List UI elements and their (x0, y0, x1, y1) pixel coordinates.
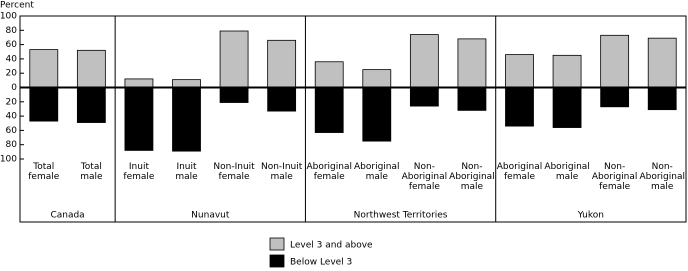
bar (172, 79, 201, 88)
bar (552, 87, 582, 128)
y-tick-label: 40 (6, 54, 18, 64)
y-axis-label: Percent (0, 1, 34, 11)
legend-swatch (269, 237, 285, 251)
x-tick-label: Non-Inuit female (213, 162, 255, 182)
x-tick-label: Aboriginal male (354, 162, 400, 182)
legend-label: Below Level 3 (290, 258, 352, 268)
group-label: Nunavut (191, 211, 230, 221)
bar (29, 87, 59, 122)
x-tick-label: Aboriginal female (306, 162, 352, 182)
frame (19, 15, 687, 223)
x-tick-label: Total male (80, 162, 103, 182)
y-tick-label: 20 (6, 69, 18, 79)
bar (362, 87, 392, 142)
bar (552, 54, 582, 88)
bar (124, 78, 154, 88)
x-tick-label: Aboriginal male (544, 162, 590, 182)
bar (362, 69, 392, 88)
y-tick-label: 60 (6, 40, 18, 50)
bar (124, 87, 154, 151)
group-label: Northwest Territories (354, 211, 448, 221)
bar (76, 49, 106, 88)
bar (314, 61, 344, 88)
bar (647, 87, 677, 111)
bar (172, 87, 201, 152)
legend-swatch (269, 254, 285, 268)
y-tick-label: 40 (6, 112, 18, 122)
group-label: Canada (50, 211, 84, 221)
bar (600, 34, 630, 88)
x-tick-label: Non-Aboriginal male (639, 162, 685, 192)
y-tick-label: 0 (11, 83, 17, 93)
bar (505, 87, 534, 127)
y-tick-label: 100 (0, 155, 17, 165)
y-tick-label: 20 (6, 97, 18, 107)
x-tick-label: Non-Aboriginal female (592, 162, 638, 192)
bar (219, 87, 249, 103)
bar (409, 34, 439, 88)
x-tick-label: Inuit female (123, 162, 154, 182)
bar (314, 87, 344, 133)
x-tick-label: Non-Aboriginal male (449, 162, 495, 192)
bar (219, 30, 249, 88)
bar (647, 37, 677, 88)
x-tick-label: Non-Inuit male (261, 162, 303, 182)
x-tick-label: Total female (28, 162, 59, 182)
bar (457, 38, 487, 88)
x-tick-label: Inuit male (175, 162, 198, 182)
bar (409, 87, 439, 107)
legend-label: Level 3 and above (290, 241, 373, 251)
group-label: Yukon (577, 211, 604, 221)
y-tick-label: 80 (6, 140, 18, 150)
bar (76, 87, 106, 123)
bar (505, 54, 534, 88)
bar (600, 87, 630, 108)
y-tick-label: 80 (6, 26, 18, 36)
bar (457, 87, 487, 111)
bar (267, 39, 297, 88)
bar (29, 49, 59, 88)
y-tick-label: 100 (0, 12, 17, 22)
y-tick-label: 60 (6, 126, 18, 136)
x-tick-label: Aboriginal female (497, 162, 543, 182)
x-tick-label: Non-Aboriginal female (402, 162, 448, 192)
bar (267, 87, 297, 112)
